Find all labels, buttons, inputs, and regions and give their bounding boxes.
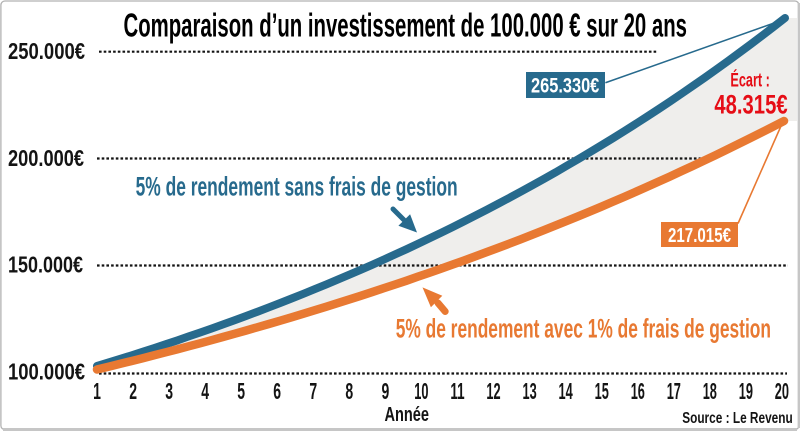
svg-text:6: 6	[273, 378, 281, 404]
svg-text:150.000€: 150.000€	[8, 252, 83, 278]
svg-text:19: 19	[739, 378, 753, 404]
svg-text:5: 5	[237, 378, 245, 404]
svg-text:17: 17	[667, 378, 681, 404]
svg-text:20: 20	[775, 378, 789, 404]
svg-text:Année: Année	[385, 404, 430, 426]
svg-text:7: 7	[309, 378, 317, 404]
svg-text:10: 10	[414, 378, 428, 404]
svg-text:12: 12	[486, 378, 500, 404]
svg-text:16: 16	[631, 378, 645, 404]
svg-text:Écart :: Écart :	[730, 70, 770, 92]
svg-text:2: 2	[129, 378, 137, 404]
svg-text:5% de rendement sans frais de: 5% de rendement sans frais de gestion	[136, 172, 458, 202]
svg-text:Comparaison d’un investissemen: Comparaison d’un investissement de 100.0…	[124, 6, 688, 43]
svg-text:15: 15	[595, 378, 609, 404]
svg-text:217.015€: 217.015€	[668, 224, 731, 247]
svg-text:250.000€: 250.000€	[8, 38, 85, 64]
svg-text:11: 11	[450, 378, 464, 404]
svg-text:48.315€: 48.315€	[714, 90, 787, 120]
svg-text:3: 3	[165, 378, 173, 404]
svg-text:265.330€: 265.330€	[531, 73, 599, 97]
svg-text:8: 8	[345, 378, 353, 404]
svg-text:14: 14	[559, 378, 573, 404]
svg-text:100.000€: 100.000€	[8, 359, 85, 385]
svg-text:1: 1	[93, 378, 101, 404]
svg-text:200.000€: 200.000€	[8, 145, 84, 171]
svg-text:4: 4	[201, 378, 209, 404]
svg-text:18: 18	[703, 378, 717, 404]
svg-text:9: 9	[382, 378, 390, 404]
svg-text:5% de rendement avec 1% de fra: 5% de rendement avec 1% de frais de gest…	[396, 314, 771, 344]
svg-text:Source : Le Revenu: Source : Le Revenu	[682, 410, 793, 427]
svg-text:13: 13	[523, 378, 537, 404]
